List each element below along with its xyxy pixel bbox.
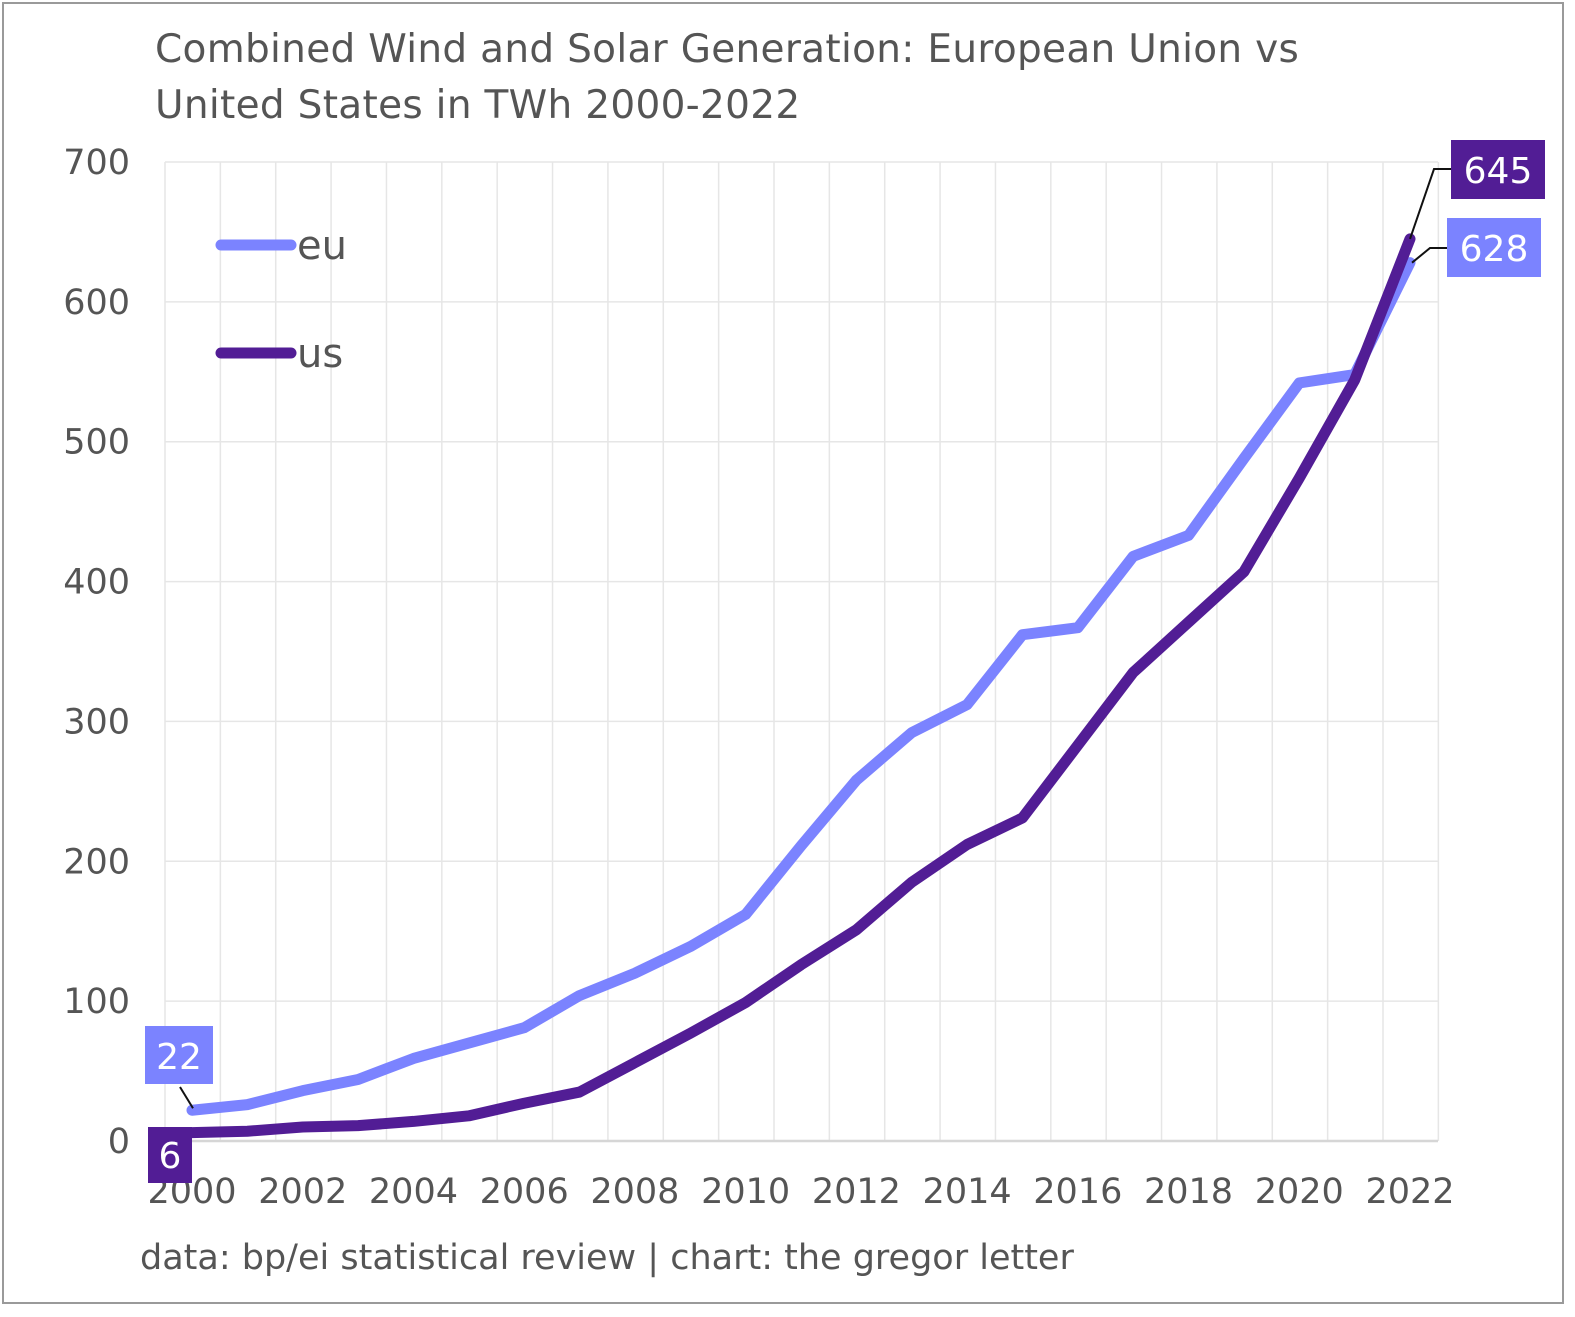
label-box-eu-start (145, 1026, 213, 1084)
label-box-us-end (1451, 140, 1545, 199)
leader-line-eu-start (179, 1086, 194, 1109)
leader-line-us-end (1409, 168, 1451, 240)
chart-title-line-2: United States in TWh 2000-2022 (155, 83, 801, 128)
x-tick-label: 2018 (1144, 1172, 1233, 1212)
y-axis-ticks: 0 100 200 300 400 500 600 700 (63, 143, 130, 1162)
series-line-eu (186, 257, 1416, 1116)
y-tick-label: 200 (63, 842, 130, 882)
series-lines (186, 233, 1416, 1139)
data-label-us-end: 645 (1464, 151, 1533, 192)
x-tick-label: 2014 (923, 1172, 1012, 1212)
grid (164, 161, 1440, 1143)
y-tick-label: 600 (63, 283, 130, 323)
y-tick-label: 0 (108, 1122, 130, 1162)
x-tick-label: 2010 (701, 1172, 790, 1212)
y-tick-label: 500 (63, 423, 130, 463)
x-tick-label: 2012 (812, 1172, 901, 1212)
y-tick-label: 100 (63, 982, 130, 1022)
data-label-eu-start: 22 (156, 1037, 202, 1078)
y-tick-label: 700 (63, 143, 130, 183)
x-tick-label: 2016 (1033, 1172, 1122, 1212)
data-label-eu-end: 628 (1460, 229, 1529, 270)
x-tick-label: 2002 (258, 1172, 347, 1212)
x-tick-label: 2022 (1365, 1172, 1454, 1212)
x-tick-label: 2006 (480, 1172, 569, 1212)
x-tick-label: 2020 (1255, 1172, 1344, 1212)
x-tick-label: 2004 (369, 1172, 458, 1212)
label-box-us-start (148, 1127, 192, 1183)
legend-label-us: us (297, 331, 343, 377)
legend: eu us (215, 223, 347, 377)
y-tick-label: 300 (63, 702, 130, 742)
leader-line-eu-end (1411, 247, 1447, 264)
series-line-us (186, 233, 1416, 1139)
label-box-eu-end (1447, 218, 1541, 277)
data-labels: 22 6 645 628 (145, 140, 1545, 1183)
x-tick-label: 2008 (590, 1172, 679, 1212)
x-axis-ticks: 2000 2002 2004 2006 2008 2010 2012 2014 2016 2018… (147, 1172, 1454, 1212)
y-tick-label: 400 (63, 563, 130, 603)
data-label-us-start: 6 (159, 1136, 182, 1177)
chart-title-line-1: Combined Wind and Solar Generation: Euro… (155, 27, 1300, 72)
chart-title: Combined Wind and Solar Generation: Euro… (155, 22, 1299, 134)
source-note: data: bp/ei statistical review | chart: … (140, 1238, 1074, 1278)
legend-label-eu: eu (297, 223, 347, 269)
